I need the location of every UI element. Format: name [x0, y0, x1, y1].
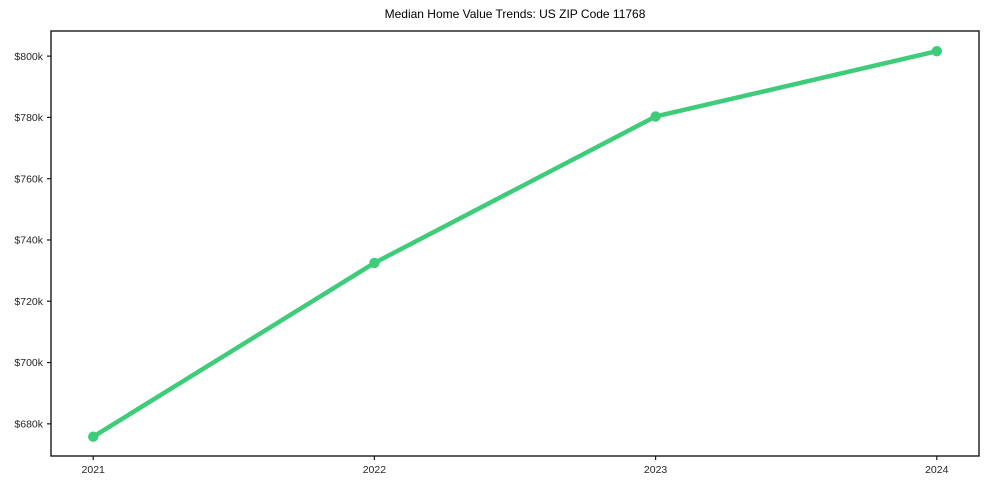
axes-frame [50, 30, 980, 457]
x-tick-label: 2024 [925, 464, 949, 476]
y-tick-label: $780k [14, 112, 43, 124]
y-axis: $680k $700k $720k $740k $760k $780k $800k [14, 51, 51, 431]
y-tick-label: $720k [14, 296, 43, 308]
data-point-marker [369, 257, 380, 269]
data-point-marker [88, 431, 99, 442]
chart-title: Median Home Value Trends: US ZIP Code 11… [385, 7, 646, 21]
y-tick-label: $800k [14, 51, 43, 63]
x-tick-label: 2022 [363, 464, 387, 476]
y-tick-label: $700k [14, 357, 43, 369]
y-tick-label: $760k [14, 173, 43, 185]
data-series [88, 46, 942, 442]
y-tick-label: $740k [14, 235, 43, 247]
x-tick-label: 2023 [644, 464, 668, 476]
x-tick-label: 2021 [82, 464, 106, 476]
trend-line [90, 48, 940, 439]
x-axis: 2021 2022 2023 2024 [82, 456, 949, 476]
data-point-marker [650, 111, 661, 122]
y-tick-label: $680k [14, 419, 43, 431]
data-point-marker [931, 46, 942, 57]
